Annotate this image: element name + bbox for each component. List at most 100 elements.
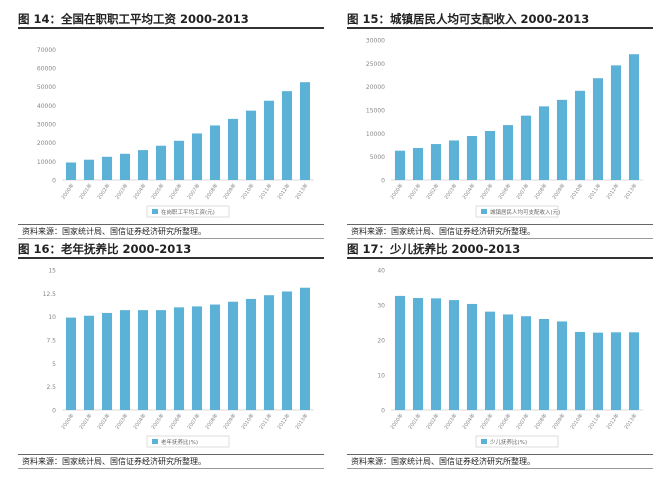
- y-tick-label: 15000: [366, 108, 385, 115]
- x-tick-label: 2007年: [186, 412, 202, 431]
- bar: [502, 314, 514, 410]
- bar: [209, 125, 221, 180]
- x-tick-label: 2012年: [605, 412, 621, 431]
- x-tick-label: 2003年: [443, 412, 459, 431]
- bar: [137, 310, 149, 410]
- x-tick-label: 2012年: [276, 182, 292, 201]
- y-tick-label: 0: [52, 408, 56, 415]
- chart-rule: [18, 224, 324, 225]
- x-tick-label: 2001年: [78, 412, 94, 431]
- bar: [628, 332, 640, 410]
- bar: [538, 106, 550, 180]
- bar: [502, 125, 514, 180]
- legend-swatch: [152, 209, 158, 214]
- y-tick-label: 50000: [37, 84, 56, 91]
- panel-title: 图 14：全国在职职工平均工资 2000-2013: [18, 12, 249, 26]
- bar: [245, 110, 257, 180]
- bar: [412, 298, 424, 410]
- y-tick-label: 30000: [366, 38, 385, 45]
- x-tick-label: 2013年: [623, 182, 639, 201]
- y-tick-label: 10000: [37, 159, 56, 166]
- x-tick-label: 2004年: [132, 182, 148, 201]
- legend-label: 老年抚养比(%): [161, 438, 198, 446]
- bar: [191, 133, 203, 180]
- x-tick-label: 2011年: [587, 412, 603, 431]
- x-tick-label: 2010年: [569, 182, 585, 201]
- y-tick-label: 60000: [37, 66, 56, 73]
- bar: [263, 100, 275, 180]
- bar: [448, 300, 460, 410]
- x-tick-label: 2013年: [623, 412, 639, 431]
- bar: [155, 145, 167, 180]
- bar: [466, 303, 478, 410]
- y-tick-label: 30: [377, 303, 385, 310]
- source-rule: [347, 238, 653, 239]
- bar: [556, 321, 568, 410]
- bar: [101, 156, 113, 180]
- bar: [610, 332, 622, 410]
- y-tick-label: 40: [377, 268, 385, 275]
- x-tick-label: 2010年: [240, 182, 256, 201]
- chart-wage: 0 10000 20000 30000 40000 50000 60000 70000 2000…: [37, 47, 314, 218]
- x-tick-label: 2008年: [204, 412, 220, 431]
- bar: [263, 295, 275, 410]
- legend-swatch: [481, 209, 487, 214]
- x-tick-label: 2009年: [222, 182, 238, 201]
- bar: [245, 298, 257, 410]
- y-tick-label: 0: [52, 178, 56, 185]
- bar: [448, 140, 460, 180]
- y-tick-label: 10: [48, 314, 56, 321]
- x-tick-label: 2000年: [389, 182, 405, 201]
- legend-swatch: [481, 439, 487, 444]
- x-tick-label: 2006年: [168, 412, 184, 431]
- x-tick-label: 2011年: [587, 182, 603, 201]
- x-tick-label: 2003年: [114, 182, 130, 201]
- bar: [556, 99, 568, 180]
- bar: [173, 140, 185, 180]
- x-tick-label: 2008年: [533, 182, 549, 201]
- panel-title: 图 17：少儿抚养比 2000-2013: [347, 242, 521, 256]
- bar: [574, 331, 586, 410]
- bar: [430, 298, 442, 410]
- chart-income: 0 5000 10000 15000 20000 25000 30000 2000年 2001年…: [366, 38, 643, 218]
- y-tick-label: 25000: [366, 61, 385, 68]
- y-tick-label: 30000: [37, 122, 56, 129]
- x-tick-label: 2009年: [551, 182, 567, 201]
- chart-rule: [347, 224, 653, 225]
- source-note: 资料来源：国家统计局、国信证券经济研究所整理。: [22, 457, 206, 466]
- source-rule: [18, 468, 324, 469]
- bar: [281, 91, 293, 180]
- x-tick-label: 2000年: [389, 412, 405, 431]
- y-tick-label: 10000: [366, 131, 385, 138]
- y-tick-label: 20: [377, 338, 385, 345]
- x-tick-label: 2010年: [240, 412, 256, 431]
- x-tick-label: 2005年: [479, 182, 495, 201]
- x-tick-label: 2002年: [96, 182, 112, 201]
- bar: [209, 304, 221, 410]
- y-tick-label: 70000: [37, 47, 56, 54]
- bar: [538, 319, 550, 410]
- x-tick-label: 2001年: [407, 412, 423, 431]
- bar: [119, 153, 131, 180]
- x-tick-label: 2006年: [497, 182, 513, 201]
- x-tick-label: 2013年: [294, 412, 310, 431]
- bar: [574, 90, 586, 180]
- x-tick-label: 2003年: [114, 412, 130, 431]
- bar: [155, 310, 167, 410]
- bar: [83, 315, 95, 410]
- title-rule: [18, 257, 324, 259]
- bar: [394, 295, 406, 410]
- y-tick-label: 0: [381, 178, 385, 185]
- bar: [101, 312, 113, 410]
- bar: [484, 131, 496, 180]
- x-tick-label: 2004年: [461, 182, 477, 201]
- y-tick-label: 10: [377, 373, 385, 380]
- bar: [65, 162, 77, 180]
- x-tick-label: 2001年: [407, 182, 423, 201]
- legend-label: 少儿抚养比(%): [490, 438, 527, 446]
- bar: [281, 291, 293, 410]
- bar: [520, 115, 532, 180]
- x-tick-label: 2000年: [60, 412, 76, 431]
- x-tick-label: 2007年: [186, 182, 202, 201]
